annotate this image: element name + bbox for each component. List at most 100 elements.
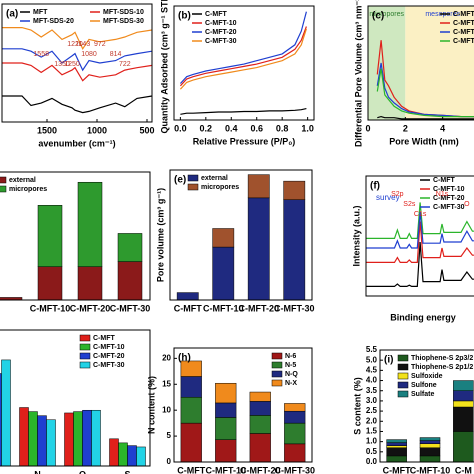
y-tick-label: 2.0: [366, 416, 378, 425]
y-tick-label: 20: [162, 353, 171, 362]
panel-label: (b): [178, 11, 191, 22]
bar-segment: [419, 437, 441, 441]
annotation: 972: [94, 41, 106, 48]
legend-swatch: [79, 343, 91, 351]
series-line: [179, 11, 307, 84]
series-line: [180, 108, 307, 115]
series-line: [366, 221, 474, 263]
legend-label: C-MFT-30: [205, 38, 237, 45]
x-tick-label: C-MFT-10: [203, 303, 244, 313]
panel-subtitle: survey: [376, 193, 400, 202]
y-axis-label: Intensity (a.u.): [351, 205, 361, 266]
bar-segment: [215, 382, 237, 404]
annotation: 1143: [75, 41, 90, 48]
plot-frame: [169, 169, 313, 301]
series-line: [2, 95, 153, 114]
x-tick-label: C-M: [455, 465, 472, 474]
legend-label: C-MFT-10: [453, 20, 474, 27]
bar-segment: [284, 410, 306, 424]
legend-label: C-MFT-30: [433, 204, 465, 211]
legend-label: MFT: [33, 9, 48, 16]
legend-swatch: [271, 361, 283, 369]
y-axis-label: Pore volume (cm³ g⁻¹): [155, 188, 165, 282]
y-tick-label: 5.5: [366, 345, 378, 354]
bar: [82, 409, 92, 467]
legend-label: Thiophene-S 2p1/2: [411, 364, 473, 371]
x-tick-label: 0.0: [174, 123, 187, 133]
series-line: [179, 28, 307, 90]
bar-segment: [283, 180, 306, 200]
bar-segment: [249, 415, 271, 434]
x-tick-label: C-MFT-10: [410, 465, 451, 474]
legend-swatch: [397, 390, 409, 398]
legend-label: Sulfate: [411, 391, 434, 398]
bar-segment: [453, 406, 474, 432]
annotation: 814: [110, 51, 122, 58]
bar-segment: [284, 422, 306, 445]
bar: [19, 407, 29, 467]
region: [368, 6, 406, 120]
x-tick-label: 1.0: [301, 123, 314, 133]
legend-swatch: [0, 185, 7, 193]
plot-frame: [367, 5, 474, 121]
y-tick-label: 0.0: [366, 457, 378, 466]
annotation: C1s: [414, 211, 427, 218]
x-axis-label: Pore Width (nm): [389, 136, 458, 146]
y-axis-label: S content (%): [352, 377, 362, 435]
bar-segment: [247, 174, 270, 199]
x-tick-label: 0.6: [250, 123, 263, 133]
legend-label: Sulfoxide: [411, 373, 443, 380]
series-line: [376, 68, 474, 118]
y-tick-label: 2.5: [366, 406, 378, 415]
bar-segment: [386, 442, 407, 446]
legend-label: external: [9, 177, 36, 184]
legend-label: N-5: [285, 362, 296, 369]
legend-label: C-MFT-30: [453, 38, 474, 45]
bar: [64, 412, 74, 467]
legend-swatch: [271, 352, 283, 360]
bar: [91, 409, 101, 467]
x-tick-label: N: [34, 469, 41, 474]
bar-segment: [386, 445, 407, 448]
legend-swatch: [397, 354, 409, 362]
series-line: [377, 115, 474, 120]
bar-segment: [37, 205, 63, 267]
plot-frame: [173, 5, 315, 121]
bar-segment: [212, 246, 235, 301]
annotation: O: [464, 201, 470, 208]
x-axis-label: Relative Pressure (P/P₀): [193, 136, 296, 146]
bar: [118, 442, 128, 467]
legend-label: external: [201, 175, 228, 182]
bar: [136, 446, 146, 467]
bar-segment: [37, 266, 63, 301]
panel-label: (i): [384, 355, 393, 366]
bar-segment: [180, 376, 202, 398]
y-tick-label: 3.0: [366, 396, 378, 405]
y-tick-label: 1.5: [366, 427, 378, 436]
legend-swatch: [271, 379, 283, 387]
bar-segment: [386, 439, 407, 443]
bar: [28, 411, 38, 467]
x-tick-label: C-MFT-30: [274, 303, 315, 313]
x-tick-label: 0.2: [200, 123, 213, 133]
x-tick-label: C-MFT-30: [110, 303, 151, 313]
plot-frame: [365, 175, 474, 297]
bar: [127, 445, 137, 467]
annotation: N1s: [436, 191, 449, 198]
annotation: 1220: [67, 41, 83, 48]
x-tick-label: 0: [365, 123, 370, 133]
legend-label: N-6: [285, 353, 296, 360]
y-axis-label: N content (%): [146, 376, 156, 434]
legend-label: MFT-SDS-10: [103, 9, 144, 16]
annotation: S2s: [403, 201, 416, 208]
bar-segment: [77, 181, 103, 267]
panel-label: (c): [372, 11, 384, 22]
legend-label: C-MFT-20: [453, 29, 474, 36]
legend-swatch: [187, 174, 199, 182]
plot-frame: [379, 349, 474, 463]
bar: [46, 419, 56, 467]
bar-segment: [77, 266, 103, 301]
x-tick-label: 500: [139, 125, 154, 135]
annotation: 1250: [64, 61, 80, 68]
x-tick-label: 0.8: [276, 123, 289, 133]
